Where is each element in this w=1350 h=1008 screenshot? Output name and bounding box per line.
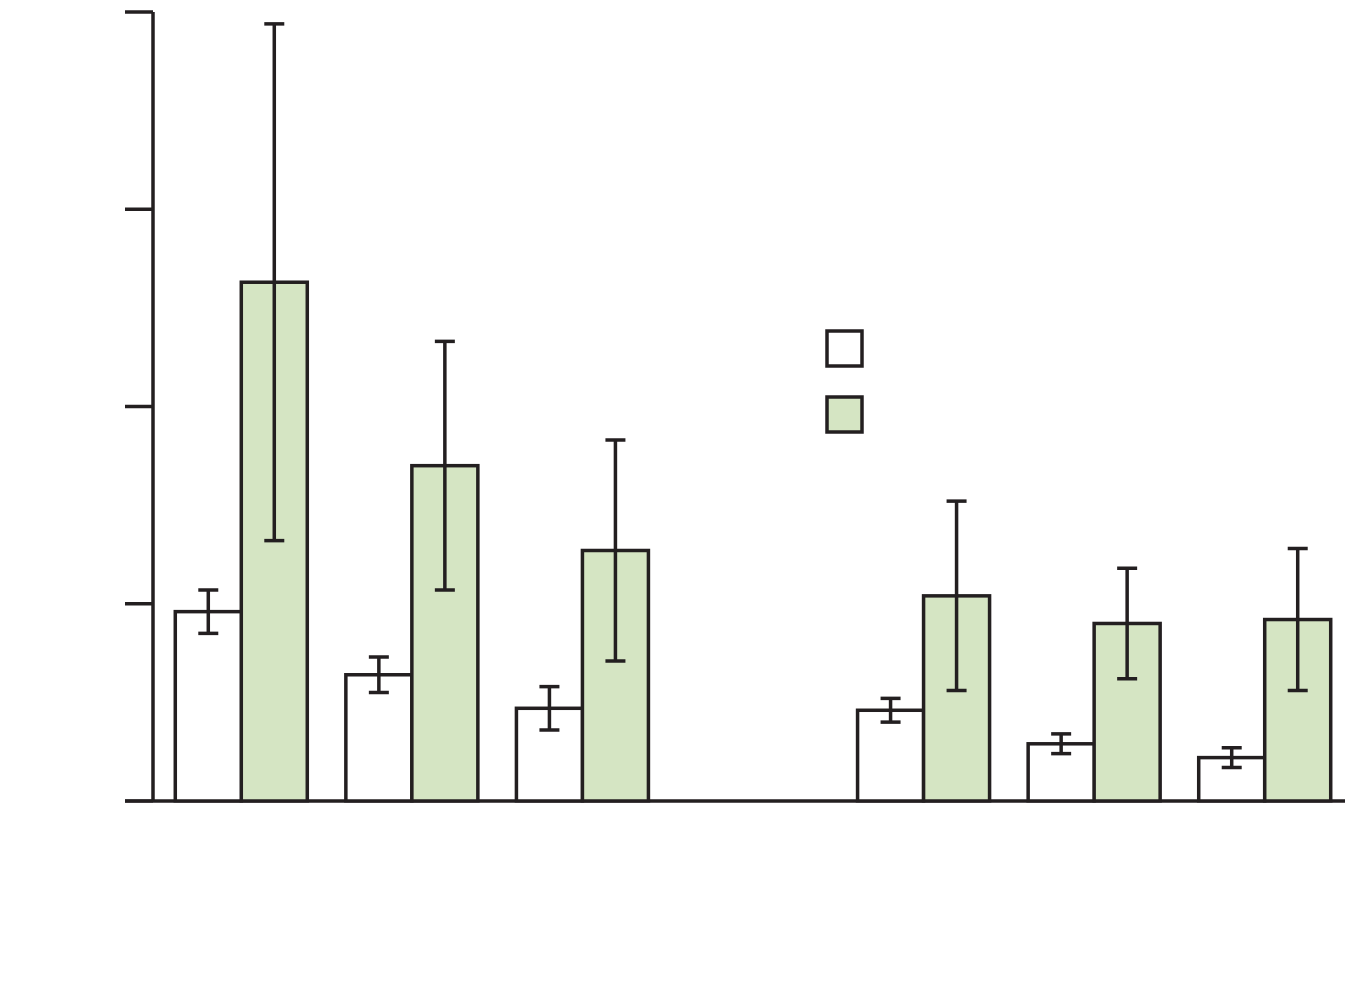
bar	[173, 609, 244, 803]
error-bar	[539, 684, 560, 732]
error-bar	[434, 339, 455, 592]
error-bar	[368, 655, 389, 695]
error-bar	[880, 696, 901, 724]
error-bar	[1117, 566, 1138, 681]
error-bar	[605, 438, 626, 663]
error-bar	[1287, 546, 1308, 693]
error-bar	[198, 588, 219, 636]
bar	[410, 463, 480, 803]
bar	[855, 708, 926, 803]
legend-swatch	[825, 395, 864, 434]
error-bar	[264, 22, 285, 543]
legend-swatch	[825, 329, 864, 368]
error-bar	[1051, 732, 1072, 756]
error-bar	[1221, 745, 1242, 770]
error-bar	[946, 499, 967, 693]
